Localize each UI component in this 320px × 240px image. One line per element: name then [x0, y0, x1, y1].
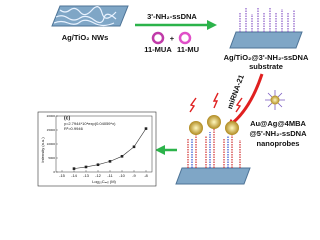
label: substrate [249, 62, 283, 71]
mua-icon [151, 31, 165, 45]
inset-frame [37, 111, 157, 187]
x-tick-label: -15 [59, 173, 66, 178]
x-tick-label: -13 [83, 173, 90, 178]
data-point [132, 145, 136, 149]
x-tick-label: -12 [95, 173, 102, 178]
x-tick-label: -9 [132, 173, 136, 178]
sensor-assembly [175, 92, 251, 185]
r-squared: R²=0.9946 [64, 126, 84, 131]
label: 11-MUA [144, 45, 172, 54]
data-point [72, 167, 76, 170]
label: Ag/TiO₂ NWs [62, 33, 109, 42]
x-tick-label: -10 [119, 173, 126, 178]
label: 11-MU [177, 45, 199, 54]
nanoprobe [265, 90, 285, 110]
label: Ag/TiO₂@3'-NH₂-ssDNA [224, 53, 309, 62]
x-axis-label: Log₁₀Cₘᵢᵣ (M) [92, 179, 116, 184]
mu-icon [178, 31, 192, 45]
label: 3'-NH₂-ssDNA [147, 12, 197, 21]
data-point [84, 165, 88, 169]
y-tick-label: 5000 [48, 156, 55, 160]
data-point [96, 163, 100, 167]
data-point [120, 155, 124, 158]
y-axis-label: Intensity (a.u.) [40, 137, 45, 163]
dna-substrate [229, 7, 303, 49]
x-tick-label: -8 [144, 173, 148, 178]
diagram: Ag/TiO₂ NWs 3'-NH₂-ssDNA + 11-MUA 11-MU … [37, 5, 309, 187]
equation: y=2.7944*10⁴exp(0.04059*x) [64, 121, 116, 126]
label: + [170, 34, 175, 43]
x-tick-label: -11 [107, 173, 113, 178]
label: @5'-NH₂-ssDNA [249, 129, 307, 138]
label: miRNA-21 [225, 73, 246, 110]
panel-label: (c) [64, 115, 70, 121]
y-tick-label: 10000 [47, 142, 56, 146]
data-point [144, 127, 148, 130]
data-point [108, 160, 112, 163]
nw-substrate [51, 5, 129, 27]
label: nanoprobes [257, 139, 300, 148]
y-tick-label: 0 [53, 170, 55, 174]
inset-chart: (c) y=2.7944*10⁴exp(0.04059*x) R²=0.9946… [37, 111, 157, 187]
y-tick-label: 15000 [47, 128, 56, 132]
y-tick-label: 20000 [47, 114, 56, 118]
label: Au@Ag@4MBA [250, 119, 306, 128]
x-tick-label: -14 [71, 173, 78, 178]
